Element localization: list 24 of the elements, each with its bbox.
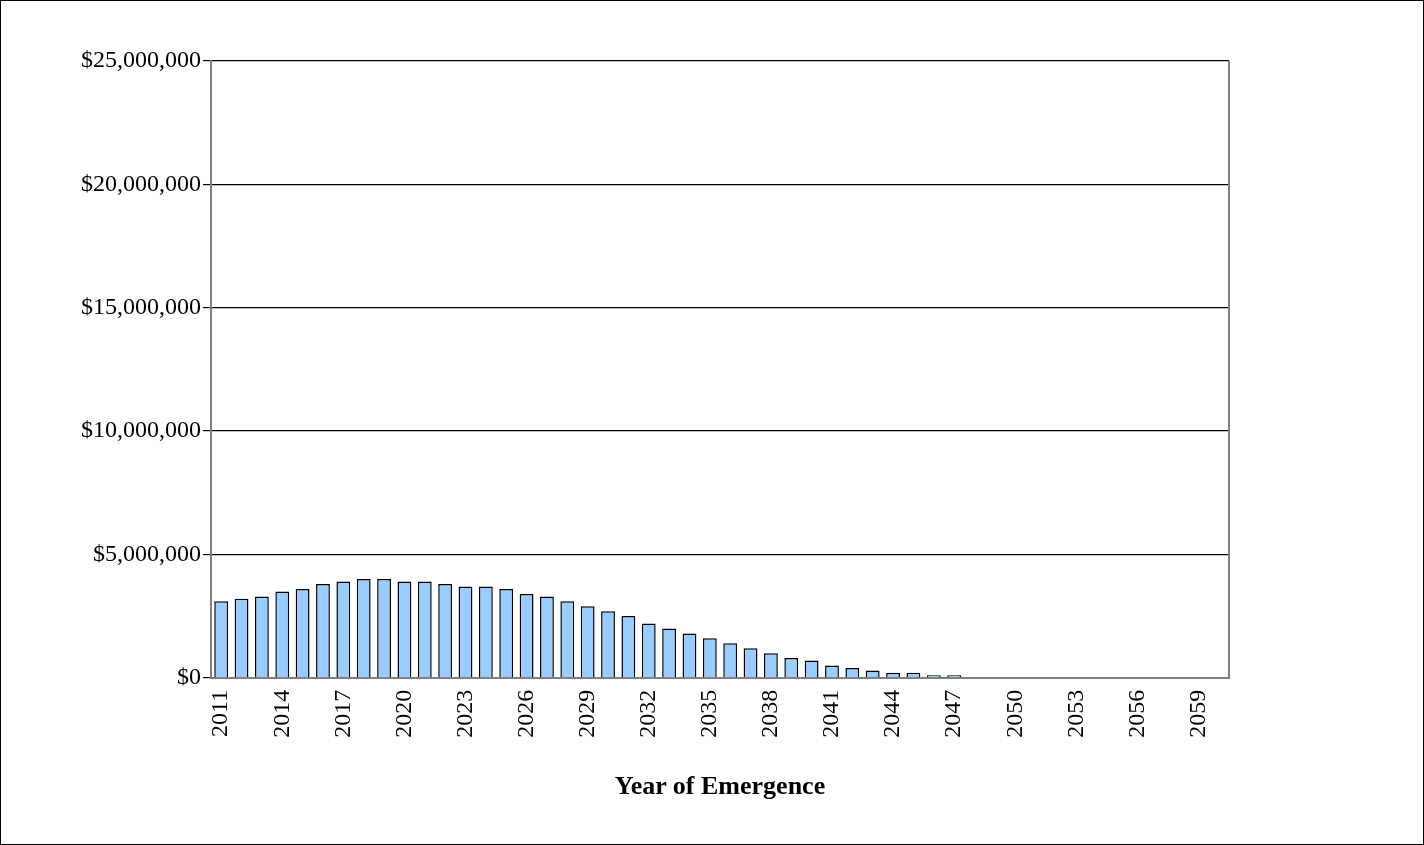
y-tick-label: $25,000,000 <box>81 46 201 73</box>
x-tick-label: 2056 <box>1122 689 1149 738</box>
y-tick-label: $0 <box>177 663 201 690</box>
x-tick-label: 2032 <box>634 689 661 738</box>
x-axis-title: Year of Emergence <box>614 771 826 801</box>
x-tick-label: 2059 <box>1183 689 1210 738</box>
x-tick-label: 2038 <box>756 689 783 738</box>
x-tick-label: 2047 <box>939 689 966 738</box>
x-tick-label: 2023 <box>450 689 477 738</box>
x-tick-label: 2014 <box>267 689 294 738</box>
x-tick-label: 2017 <box>328 689 355 738</box>
y-tick-label: $15,000,000 <box>81 293 201 320</box>
x-tick-label: 2041 <box>817 689 844 738</box>
y-tick-label: $5,000,000 <box>93 539 201 566</box>
x-tick-label: 2020 <box>389 689 416 738</box>
x-tick-label: 2029 <box>572 689 599 738</box>
x-tick-label: 2035 <box>695 689 722 738</box>
x-tick-label: 2050 <box>1000 689 1027 738</box>
y-tick-label: $10,000,000 <box>81 416 201 443</box>
y-tick-label: $20,000,000 <box>81 169 201 196</box>
x-tick-label: 2026 <box>511 689 538 738</box>
x-tick-label: 2011 <box>206 689 233 737</box>
x-tick-label: 2053 <box>1061 689 1088 738</box>
x-tick-label: 2044 <box>878 689 905 738</box>
